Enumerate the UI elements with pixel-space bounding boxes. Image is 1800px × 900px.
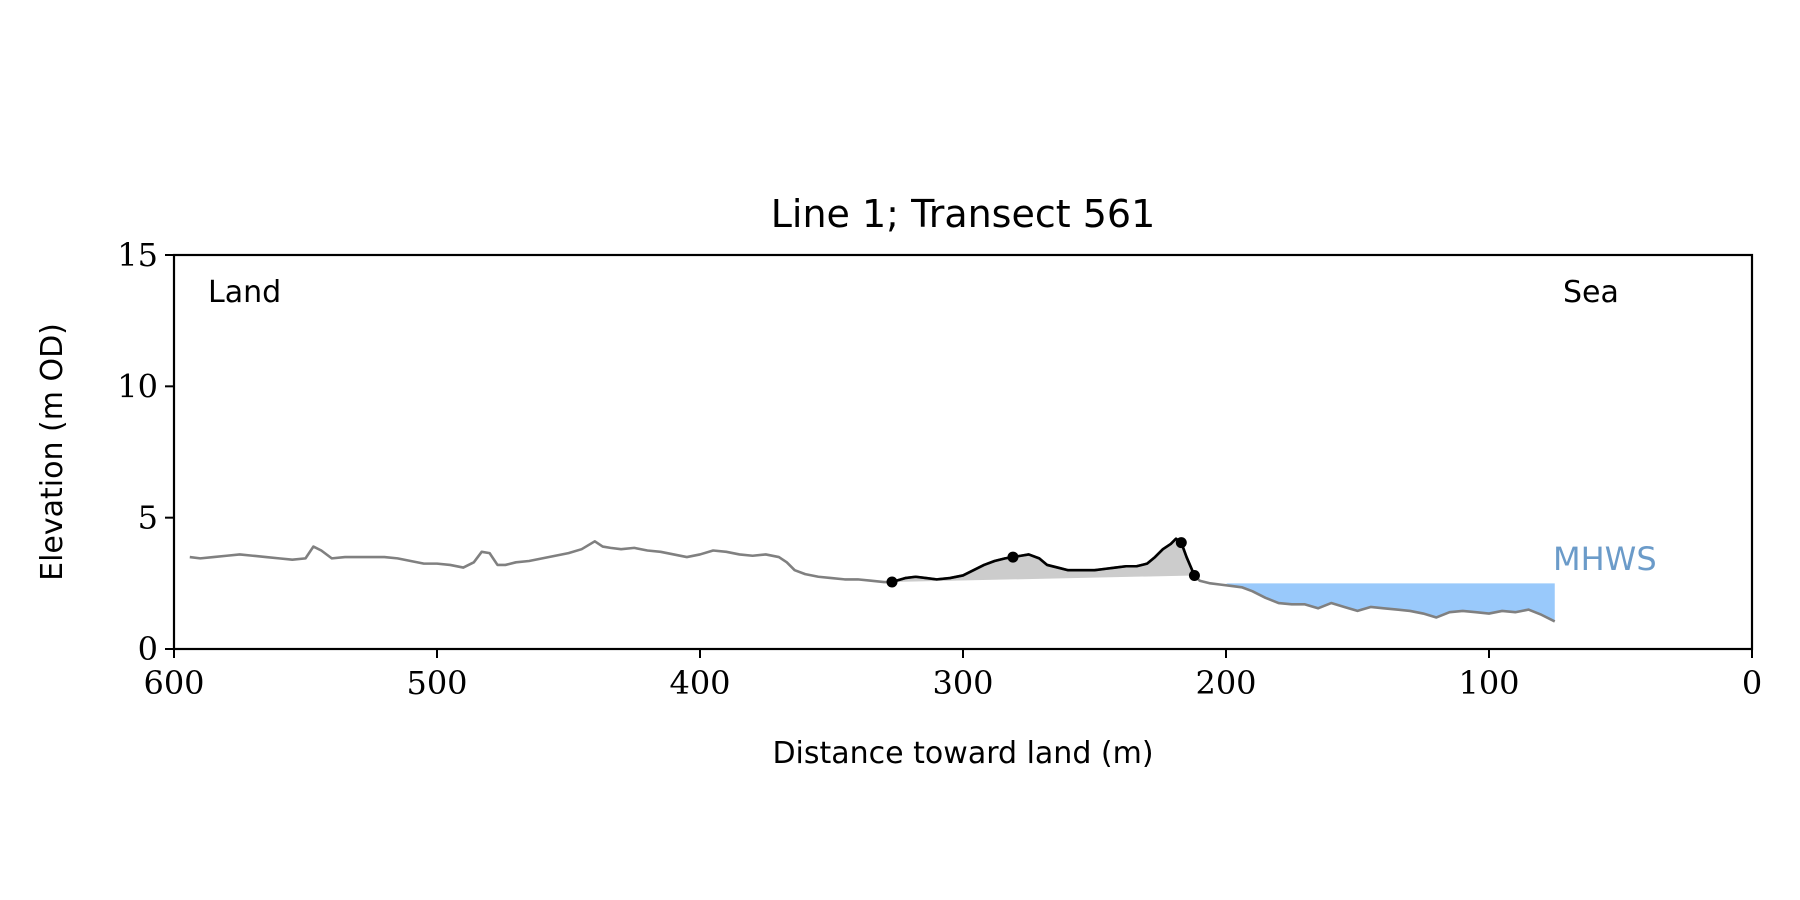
mhws-label: MHWS	[1553, 540, 1657, 578]
dune-point	[1007, 551, 1019, 563]
x-tick-label: 100	[1458, 664, 1519, 702]
land-annotation: Land	[208, 275, 281, 310]
y-tick-label: 0	[138, 630, 158, 668]
x-tick-label: 200	[1195, 664, 1256, 702]
x-tick-label: 0	[1742, 664, 1762, 702]
x-axis-ticks: 600 500 400 300 200 100 0	[143, 649, 1762, 702]
profile-line	[189, 537, 1556, 623]
x-tick-label: 300	[932, 664, 993, 702]
profile-line-layer	[189, 537, 1556, 623]
x-tick-label: 600	[143, 664, 204, 702]
dune-point	[1175, 537, 1187, 549]
dune-area	[891, 538, 1195, 583]
x-tick-label: 400	[669, 664, 730, 702]
y-axis-ticks: 0 5 10 15	[117, 236, 174, 668]
chart-title: Line 1; Transect 561	[771, 192, 1156, 236]
x-tick-label: 500	[406, 664, 467, 702]
dune-point	[886, 576, 898, 588]
y-tick-label: 5	[138, 499, 158, 537]
sea-annotation: Sea	[1563, 275, 1619, 310]
dune-line	[891, 537, 1196, 584]
dune-fill-layer	[891, 538, 1195, 583]
x-axis-label: Distance toward land (m)	[772, 736, 1153, 771]
y-tick-label: 15	[117, 236, 158, 274]
dune-line-layer	[886, 537, 1200, 588]
y-tick-label: 10	[117, 367, 158, 405]
y-axis-label: Elevation (m OD)	[35, 323, 70, 581]
dune-point	[1188, 569, 1200, 581]
